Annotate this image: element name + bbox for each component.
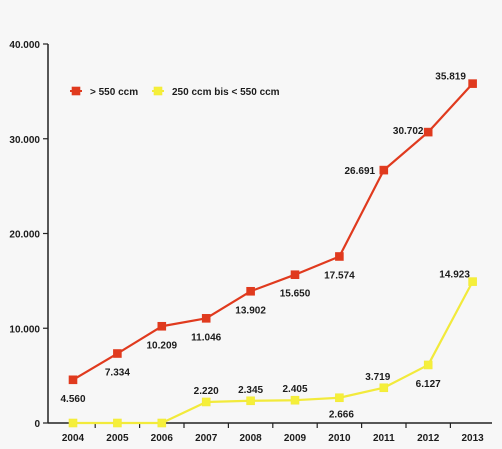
x-tick-label: 2004 xyxy=(62,433,85,444)
x-tick-label: 2009 xyxy=(284,433,307,444)
data-point xyxy=(113,418,122,428)
legend-item: 250 ccm bis < 550 ccm xyxy=(152,86,280,98)
data-point xyxy=(201,314,211,323)
data-point xyxy=(379,383,389,393)
series-line xyxy=(72,82,474,381)
data-label: 7.334 xyxy=(105,368,130,379)
data-point xyxy=(113,349,122,358)
data-label: 2.405 xyxy=(282,384,307,395)
data-label: 6.127 xyxy=(416,379,441,390)
legend-marker xyxy=(71,86,81,96)
data-point xyxy=(157,418,167,428)
data-point xyxy=(157,321,167,331)
data-label: 17.574 xyxy=(324,270,355,281)
data-point xyxy=(68,418,78,428)
y-tick-label: 30.000 xyxy=(9,135,40,146)
x-tick-label: 2010 xyxy=(328,433,351,444)
data-point xyxy=(68,375,78,385)
data-point xyxy=(290,395,300,405)
series-250-to-550 xyxy=(68,277,477,428)
data-label: 3.719 xyxy=(365,372,390,383)
x-tick-label: 2006 xyxy=(151,433,174,444)
legend-marker xyxy=(153,86,163,96)
data-label: 13.902 xyxy=(235,305,266,316)
x-tick-label: 2007 xyxy=(195,433,218,444)
data-label: 26.691 xyxy=(345,166,376,177)
legend: > 550 ccm 250 ccm bis < 550 ccm xyxy=(70,86,280,98)
data-label: 2.666 xyxy=(329,410,354,421)
data-point xyxy=(468,277,477,286)
series-over-550 xyxy=(68,79,477,385)
data-label: 2.345 xyxy=(238,385,263,396)
data-label: 4.560 xyxy=(60,394,85,405)
data-label: 14.923 xyxy=(439,270,470,281)
legend-label: 250 ccm bis < 550 ccm xyxy=(172,87,280,98)
data-labels-layer: 4.560 7.334 10.209 11.046 13.902 15.650 17.574… xyxy=(60,72,470,421)
data-label: 15.650 xyxy=(280,289,311,300)
data-label: 10.209 xyxy=(147,340,178,351)
data-point xyxy=(335,252,344,261)
data-point xyxy=(379,165,389,175)
x-tick-label: 2013 xyxy=(461,433,484,444)
data-label: 2.220 xyxy=(194,386,219,397)
data-point xyxy=(246,286,255,296)
series-line xyxy=(73,281,474,425)
data-label: 30.702 xyxy=(393,126,424,137)
y-tick-label: 40.000 xyxy=(9,40,40,51)
data-point xyxy=(335,393,344,403)
data-point xyxy=(246,396,255,406)
data-point xyxy=(201,397,211,407)
data-point xyxy=(468,79,477,88)
x-tick-label: 2005 xyxy=(106,433,129,444)
series-layer xyxy=(68,79,477,428)
x-tick-label: 2012 xyxy=(417,433,440,444)
y-tick-label: 0 xyxy=(34,419,40,430)
data-point xyxy=(423,360,433,370)
data-point xyxy=(423,127,433,137)
data-point xyxy=(290,270,300,280)
x-tick-label: 2011 xyxy=(373,433,395,444)
data-label: 11.046 xyxy=(191,332,221,343)
legend-item: > 550 ccm xyxy=(70,86,138,98)
y-tick-label: 20.000 xyxy=(9,230,40,241)
legend-label: > 550 ccm xyxy=(90,87,138,98)
y-tick-label: 10.000 xyxy=(9,324,40,335)
data-label: 35.819 xyxy=(435,72,466,83)
x-tick-label: 2008 xyxy=(239,433,262,444)
